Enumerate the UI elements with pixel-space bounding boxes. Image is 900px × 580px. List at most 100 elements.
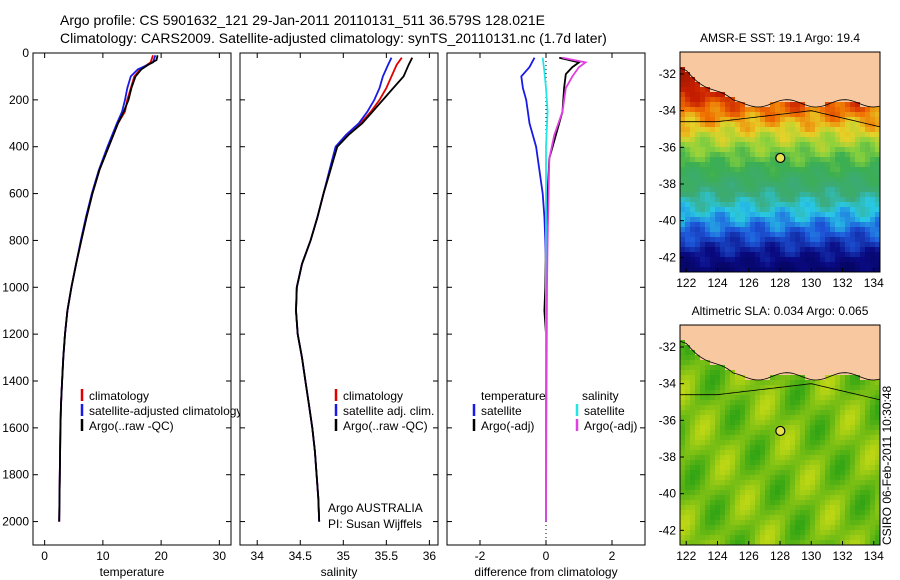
sst-map-cell	[770, 212, 776, 218]
sla-map-cell	[825, 425, 831, 431]
sla-map-cell	[745, 520, 751, 526]
sst-map-cell	[730, 72, 736, 78]
sst-map-cell	[750, 172, 756, 178]
sst-map-cell	[780, 217, 786, 223]
sst-map-cell	[820, 187, 826, 193]
sla-map-cell	[745, 465, 751, 471]
sst-map-cell	[865, 177, 871, 183]
sla-map-cell	[830, 480, 836, 486]
sst-map-cell	[710, 67, 716, 73]
sst-map-cell	[835, 232, 841, 238]
sla-map-cell	[780, 520, 786, 526]
sst-map-cell	[680, 212, 686, 218]
sst-map-cell	[840, 107, 846, 113]
sst-map-cell	[770, 112, 776, 118]
sst-map-cell	[705, 92, 711, 98]
sla-map-cell	[745, 405, 751, 411]
sst-map-cell	[775, 212, 781, 218]
sla-map-cell	[785, 500, 791, 506]
sst-map-cell	[755, 217, 761, 223]
sst-map-cell	[745, 197, 751, 203]
sst-map-cell	[750, 127, 756, 133]
sst-map-cell	[835, 252, 841, 258]
sst-map-cell	[705, 152, 711, 158]
sst-map-cell	[775, 217, 781, 223]
sla-map-cell	[775, 345, 781, 351]
sst-map-cell	[680, 107, 686, 113]
sla-map-cell	[705, 510, 711, 516]
sst-map-cell	[785, 92, 791, 98]
sla-map-cell	[720, 395, 726, 401]
sst-map-cell	[740, 87, 746, 93]
sla-map-cell	[830, 475, 836, 481]
sla-map-cell	[795, 475, 801, 481]
sst-map-cell	[735, 67, 741, 73]
sla-map-cell	[745, 325, 751, 331]
sla-map-cell	[790, 345, 796, 351]
sst-map-cell	[750, 147, 756, 153]
sst-map-cell	[750, 157, 756, 163]
sla-map-cell	[810, 470, 816, 476]
sst-map-cell	[710, 187, 716, 193]
sst-map-cell	[780, 207, 786, 213]
sst-map-cell	[700, 257, 706, 263]
sst-map-cell	[745, 267, 751, 273]
sst-map-ytick-label: -38	[659, 177, 677, 191]
sla-map-cell	[820, 505, 826, 511]
sst-map-cell	[765, 82, 771, 88]
sla-map-cell	[720, 525, 726, 531]
sla-map-cell	[735, 510, 741, 516]
sla-map-cell	[690, 520, 696, 526]
sla-map-cell	[775, 470, 781, 476]
sla-map-cell	[770, 440, 776, 446]
sst-map-cell	[835, 237, 841, 243]
sst-map-cell	[715, 72, 721, 78]
sla-map-cell	[810, 530, 816, 536]
sla-map-cell	[730, 520, 736, 526]
sla-map-cell	[795, 380, 801, 386]
sla-map-cell	[760, 525, 766, 531]
sst-map-cell	[830, 57, 836, 63]
sst-map-cell	[840, 192, 846, 198]
sla-map-cell	[765, 350, 771, 356]
sst-map-cell	[760, 172, 766, 178]
sla-map-cell	[820, 530, 826, 536]
sla-map-cell	[865, 365, 871, 371]
sla-map-cell	[715, 470, 721, 476]
sla-map-cell	[755, 410, 761, 416]
sst-map-cell	[710, 222, 716, 228]
sst-map-cell	[735, 92, 741, 98]
sla-map-cell	[825, 510, 831, 516]
sla-map-cell	[835, 435, 841, 441]
sla-map-cell	[755, 405, 761, 411]
sla-map-cell	[835, 515, 841, 521]
sla-map-cell	[780, 530, 786, 536]
sla-map-cell	[815, 385, 821, 391]
sst-map-cell	[870, 117, 876, 123]
sst-map-cell	[800, 202, 806, 208]
sst-map-cell	[840, 172, 846, 178]
sla-map-cell	[765, 475, 771, 481]
sst-map-cell	[720, 262, 726, 268]
sla-map-cell	[770, 365, 776, 371]
sst-map-cell	[795, 172, 801, 178]
sla-map-cell	[750, 490, 756, 496]
sla-map-cell	[775, 525, 781, 531]
sla-map-cell	[700, 400, 706, 406]
sla-map-cell	[855, 370, 861, 376]
sla-map-cell	[855, 450, 861, 456]
sla-map-cell	[800, 490, 806, 496]
sla-map-cell	[780, 375, 786, 381]
sst-map-cell	[685, 142, 691, 148]
sst-map-cell	[875, 122, 881, 128]
sst-map-cell	[815, 242, 821, 248]
sla-map-cell	[850, 350, 856, 356]
sla-map-cell	[705, 500, 711, 506]
sla-map-cell	[730, 345, 736, 351]
sst-map-cell	[765, 122, 771, 128]
sst-map-cell	[760, 57, 766, 63]
sla-map-cell	[835, 385, 841, 391]
sst-map-cell	[750, 62, 756, 68]
sla-map-cell	[775, 535, 781, 541]
sla-map-cell	[725, 325, 731, 331]
